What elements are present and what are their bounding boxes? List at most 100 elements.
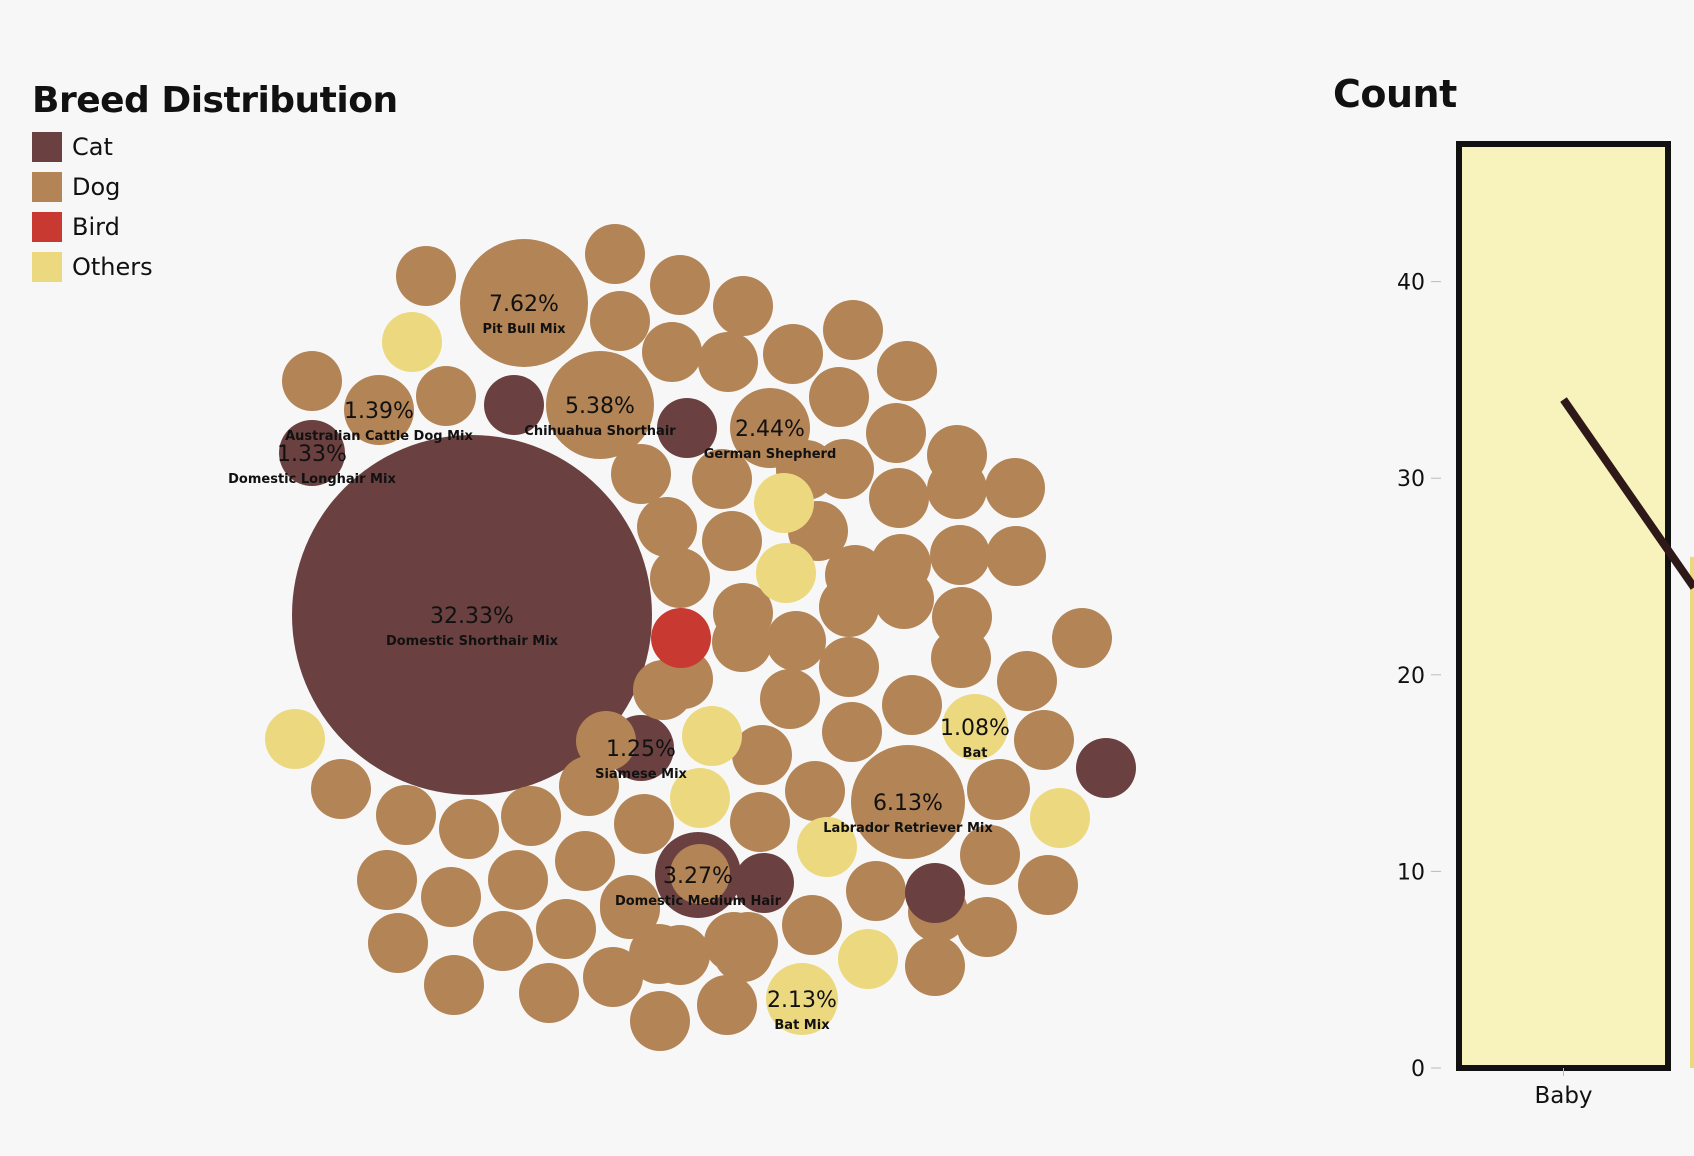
bubble-others-small[interactable] (754, 473, 814, 533)
bubble-dog-small[interactable] (488, 850, 548, 910)
bubble-dog-small[interactable] (600, 875, 660, 935)
bubble-dog-small[interactable] (416, 366, 476, 426)
bubble-others-small[interactable] (265, 709, 325, 769)
bubble-dog-small[interactable] (905, 936, 965, 996)
bubble-bat-mix[interactable] (766, 963, 838, 1035)
bubble-dog-small[interactable] (396, 246, 456, 306)
bubble-dog-small[interactable] (576, 711, 636, 771)
bubble-pit-bull-mix[interactable] (460, 239, 588, 367)
bubble-dog-small[interactable] (957, 897, 1017, 957)
bubble-dog-small[interactable] (697, 975, 757, 1035)
bubble-dog-small[interactable] (583, 947, 643, 1007)
bubble-dog-small[interactable] (670, 844, 730, 904)
legend-item-cat[interactable]: Cat (32, 127, 398, 167)
bubble-dog-small[interactable] (357, 850, 417, 910)
bubble-dog-small[interactable] (1014, 710, 1074, 770)
bubble-dog-small[interactable] (822, 702, 882, 762)
bubble-dog-small[interactable] (650, 255, 710, 315)
bubble-domestic-longhair-mix[interactable] (279, 420, 345, 486)
bubble-cat-small[interactable] (734, 853, 794, 913)
bar-baby[interactable] (1456, 141, 1671, 1071)
bubble-dog-small[interactable] (614, 794, 674, 854)
bubble-australian-cattle-dog-mix[interactable] (344, 375, 414, 445)
bubble-others-small[interactable] (1030, 788, 1090, 848)
bubble-dog-small[interactable] (559, 756, 619, 816)
bubble-dog-small[interactable] (629, 924, 689, 984)
bubble-dog-small[interactable] (866, 403, 926, 463)
bubble-bird-small[interactable] (651, 608, 711, 668)
bubble-dog-small[interactable] (282, 351, 342, 411)
bubble-dog-small[interactable] (814, 439, 874, 499)
bubble-dog-small[interactable] (692, 449, 752, 509)
bubble-cat-small[interactable] (484, 375, 544, 435)
bubble-dog-small[interactable] (637, 497, 697, 557)
bubble-dog-small[interactable] (819, 637, 879, 697)
bubble-others-small[interactable] (838, 929, 898, 989)
bubble-dog-small[interactable] (611, 444, 671, 504)
bubble-dog-small[interactable] (730, 792, 790, 852)
bubble-percent-label: 2.44% (735, 417, 805, 442)
bubble-dog-small[interactable] (927, 459, 987, 519)
bubble-dog-small[interactable] (650, 548, 710, 608)
bubble-dog-small[interactable] (931, 628, 991, 688)
bubble-dog-small[interactable] (985, 458, 1045, 518)
bubble-dog-small[interactable] (869, 468, 929, 528)
bubble-chihuahua-shorthair[interactable] (546, 351, 654, 459)
bubble-others-small[interactable] (682, 706, 742, 766)
bubble-cat-small[interactable] (1076, 738, 1136, 798)
bubble-dog-small[interactable] (555, 831, 615, 891)
bubble-dog-small[interactable] (702, 511, 762, 571)
bubble-dog-small[interactable] (763, 324, 823, 384)
bubble-others-small[interactable] (382, 312, 442, 372)
bubble-dog-small[interactable] (376, 785, 436, 845)
bubble-dog-small[interactable] (986, 526, 1046, 586)
bubble-dog-small[interactable] (630, 991, 690, 1051)
bubble-dog-small[interactable] (785, 761, 845, 821)
bubble-dog-small[interactable] (421, 867, 481, 927)
bubble-dog-small[interactable] (960, 825, 1020, 885)
legend-item-dog[interactable]: Dog (32, 167, 398, 207)
bubble-dog-small[interactable] (642, 322, 702, 382)
bubble-dog-small[interactable] (1052, 608, 1112, 668)
bubble-dog-small[interactable] (585, 224, 645, 284)
bubble-dog-small[interactable] (809, 367, 869, 427)
bubble-bat[interactable] (942, 694, 1008, 760)
bubble-dog-small[interactable] (967, 760, 1027, 820)
bubble-dog-small[interactable] (930, 525, 990, 585)
bubble-dog-small[interactable] (760, 669, 820, 729)
bubble-cat-small[interactable] (905, 863, 965, 923)
bubble-dog-small[interactable] (698, 332, 758, 392)
bubble-domestic-shorthair-mix[interactable] (292, 435, 652, 795)
bubble-dog-small[interactable] (877, 341, 937, 401)
bubble-others-small[interactable] (670, 768, 730, 828)
bubble-dog-small[interactable] (311, 759, 371, 819)
bubble-dog-small[interactable] (846, 861, 906, 921)
legend-item-others[interactable]: Others (32, 247, 398, 287)
bubble-dog-small[interactable] (997, 651, 1057, 711)
bubble-dog-small[interactable] (712, 612, 772, 672)
bubble-dog-small[interactable] (823, 300, 883, 360)
legend-item-bird[interactable]: Bird (32, 207, 398, 247)
bubble-dog-small[interactable] (782, 895, 842, 955)
bubble-dog-small[interactable] (713, 276, 773, 336)
bubble-dog-small[interactable] (882, 675, 942, 735)
bar-partial-next[interactable] (1690, 556, 1694, 1068)
bubble-dog-small[interactable] (368, 913, 428, 973)
bubble-dog-small[interactable] (519, 963, 579, 1023)
bubble-dog-small[interactable] (501, 786, 561, 846)
bubble-dog-small[interactable] (732, 725, 792, 785)
bubble-dog-small[interactable] (473, 911, 533, 971)
bubble-dog-small[interactable] (424, 955, 484, 1015)
bubble-dog-small[interactable] (439, 799, 499, 859)
bubble-labrador-retriever-mix[interactable] (851, 745, 965, 859)
bubble-others-small[interactable] (756, 543, 816, 603)
bubble-dog-small[interactable] (766, 611, 826, 671)
bubble-dog-small[interactable] (536, 899, 596, 959)
bubble-dog-small[interactable] (874, 569, 934, 629)
bubble-dog-small[interactable] (590, 291, 650, 351)
bubble-dog-small[interactable] (1018, 855, 1078, 915)
bubble-dog-small[interactable] (825, 545, 885, 605)
bubble-cat-small[interactable] (657, 398, 717, 458)
bubble-others-small[interactable] (797, 817, 857, 877)
bubble-dog-small[interactable] (718, 912, 778, 972)
